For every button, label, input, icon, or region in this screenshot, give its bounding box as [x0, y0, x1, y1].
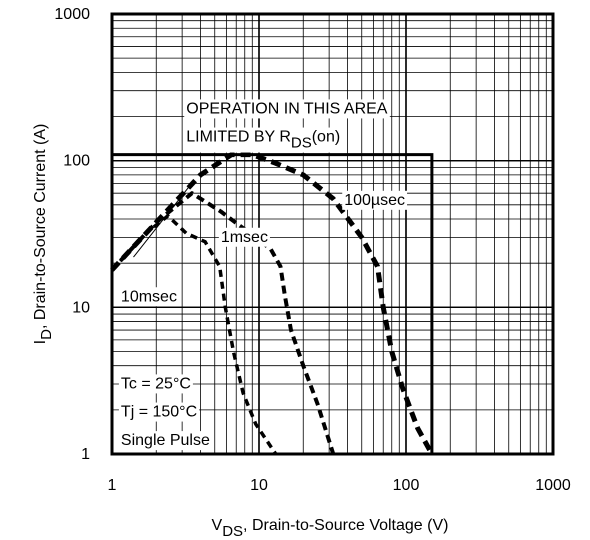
annotation-main: Tj = 150°C — [121, 404, 197, 421]
annotation-main: 1msec — [221, 229, 268, 246]
annotation-background — [218, 227, 270, 247]
annotation-background — [118, 402, 200, 422]
annotation-main: 100µsec — [344, 192, 405, 209]
annotation: LIMITED BY RDS(on) — [184, 127, 343, 153]
annotation-background — [184, 127, 343, 153]
y-axis-label-rest: , Drain-to-Source Current (A) — [32, 124, 49, 329]
annotation-text: OPERATION IN THIS AREA — [186, 100, 388, 117]
annotation-background — [184, 99, 390, 119]
y-axis-label-sub: D — [38, 329, 55, 340]
y-tick-label: 100 — [63, 153, 90, 170]
x-tick-label: 10 — [250, 477, 268, 494]
annotation-text: Single Pulse — [121, 432, 210, 449]
annotation-text: 1msec — [221, 229, 268, 246]
annotation: Single Pulse — [118, 431, 212, 451]
annotation-main: Single Pulse — [121, 432, 210, 449]
annotation-background — [118, 287, 179, 307]
y-tick-label: 1000 — [54, 6, 90, 23]
annotation-tail: (on) — [312, 129, 340, 146]
grid-lines — [111, 13, 554, 455]
x-tick-label: 100 — [393, 477, 420, 494]
annotation-main: OPERATION IN THIS AREA — [186, 100, 388, 117]
annotation-main: Tc = 25°C — [121, 375, 191, 392]
soa-boundary-line — [112, 153, 434, 454]
annotation: 100µsec — [342, 190, 408, 210]
annotation-background — [342, 190, 408, 210]
annotation: Tc = 25°C — [118, 374, 193, 394]
annotation-main: 10msec — [121, 288, 177, 305]
x-axis-label-sub: DS — [222, 523, 243, 540]
annotation: Tj = 150°C — [118, 402, 200, 422]
annotation-text: Tc = 25°C — [121, 375, 191, 392]
annotation: 10msec — [118, 287, 179, 307]
x-axis-label-main: V — [212, 517, 223, 534]
annotation-background — [118, 374, 193, 394]
x-tick-label: 1 — [108, 477, 117, 494]
y-axis-label: ID, Drain-to-Source Current (A) — [32, 124, 55, 345]
annotation-text: 100µsec — [344, 192, 405, 209]
annotation-main: LIMITED BY R — [186, 129, 291, 146]
tick-labels: 1 10 100 1000 1 10 100 1000 — [54, 6, 570, 494]
y-tick-label: 1 — [81, 446, 90, 463]
annotation-text: Tj = 150°C — [121, 404, 197, 421]
annotation: OPERATION IN THIS AREA — [184, 99, 390, 119]
plot-frame — [110, 12, 555, 456]
annotation-text: 10msec — [121, 288, 177, 305]
annotation-text: LIMITED BY RDS(on) — [186, 129, 340, 152]
annotations: OPERATION IN THIS AREA LIMITED BY RDS(on)… — [118, 99, 408, 451]
annotation: 1msec — [218, 227, 270, 247]
soa-boundary — [112, 153, 434, 454]
x-tick-label: 1000 — [535, 477, 571, 494]
y-axis-label-main: I — [32, 340, 49, 344]
annotation-background — [118, 431, 212, 451]
y-tick-label: 10 — [72, 299, 90, 316]
x-axis-label: VDS, Drain-to-Source Voltage (V) — [212, 517, 449, 540]
curve-line — [110, 152, 435, 456]
curve-line — [110, 214, 278, 455]
x-axis-label-rest: , Drain-to-Source Voltage (V) — [243, 517, 448, 534]
pulse-curves — [110, 152, 435, 456]
annotation-sub: DS — [291, 135, 312, 152]
